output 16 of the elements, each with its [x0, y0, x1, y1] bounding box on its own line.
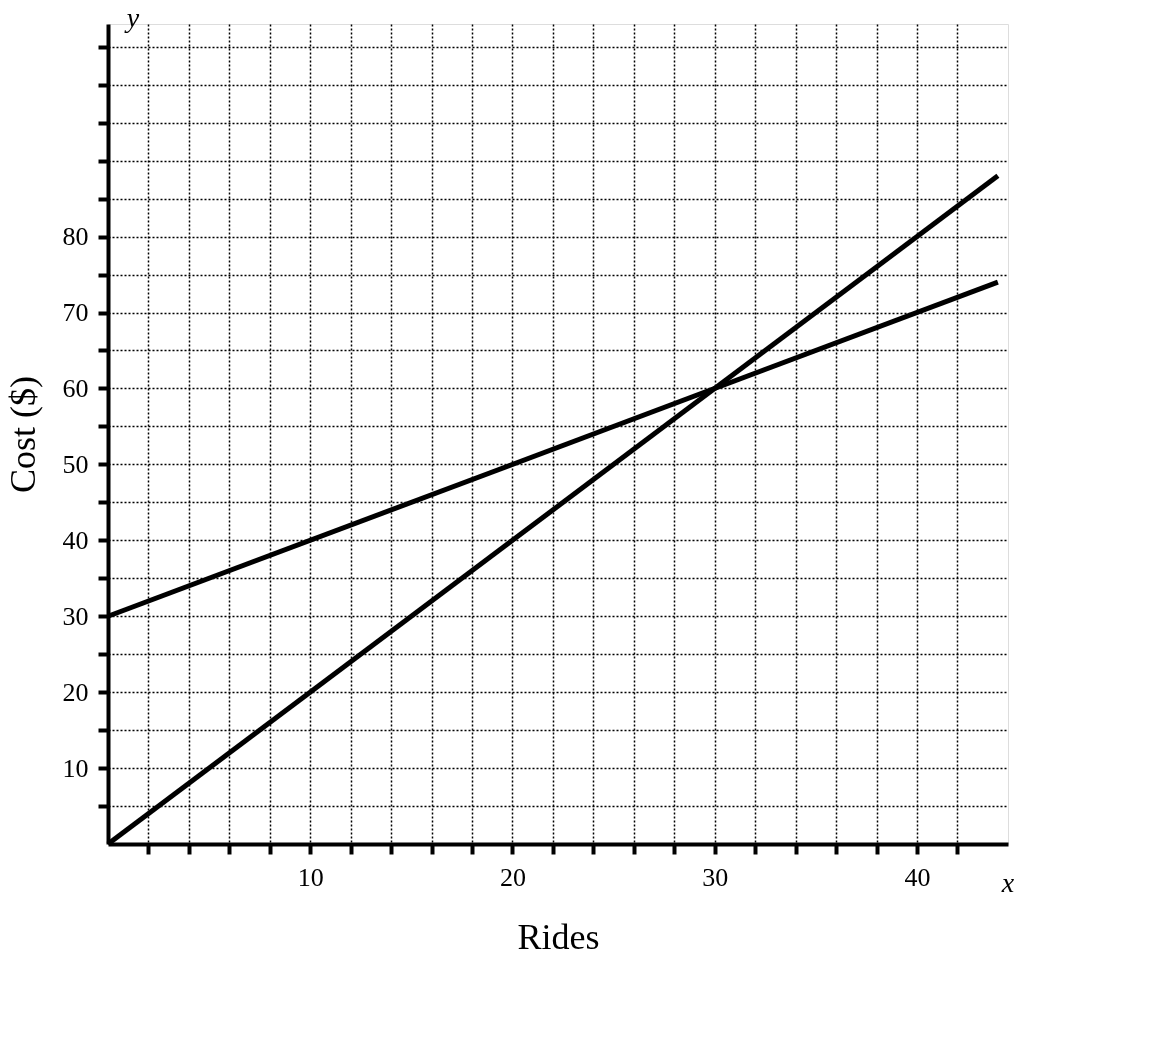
text: x	[1000, 867, 1015, 898]
y-tick-label: 80	[62, 222, 89, 252]
x-tick-label: 40	[904, 862, 931, 892]
y-axis-title: Cost ($)	[2, 376, 43, 493]
y-tick-label: 70	[62, 298, 89, 328]
y-tick-label: 60	[62, 373, 89, 403]
x-tick-label: 20	[499, 862, 526, 892]
x-tick-label: 10	[297, 862, 324, 892]
y-tick-label: 30	[62, 601, 89, 631]
y-tick-label: 40	[62, 525, 89, 555]
annotation: y	[123, 2, 140, 33]
x-tick-label: 30	[702, 862, 729, 892]
x-axis-title: Rides	[517, 916, 600, 957]
y-tick-label: 50	[62, 449, 89, 479]
y-tick-label: 20	[62, 677, 89, 707]
y-tick-label: 10	[62, 753, 89, 783]
